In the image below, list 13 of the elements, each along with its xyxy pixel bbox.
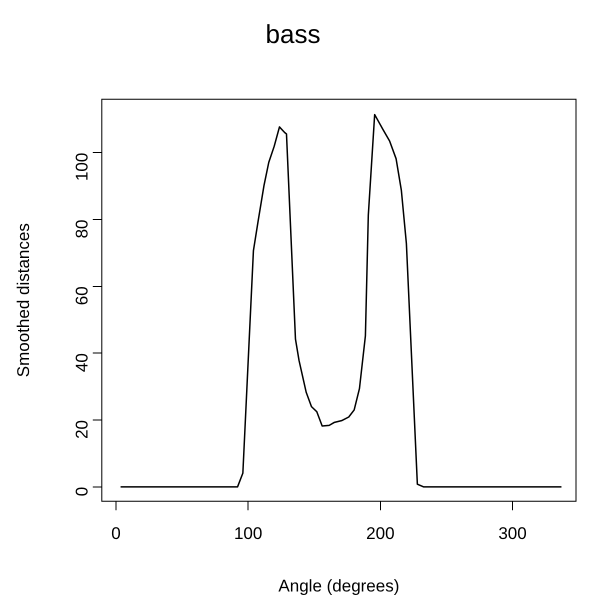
x-tick-label: 0 (111, 524, 121, 544)
chart-title: bass (266, 18, 320, 49)
x-tick-label: 300 (498, 524, 527, 544)
y-tick-label: 20 (72, 420, 92, 439)
x-tick-label: 200 (366, 524, 395, 544)
y-tick-label: 40 (72, 353, 92, 372)
y-tick-label: 60 (72, 286, 92, 306)
x-axis-title: Angle (degrees) (278, 576, 400, 596)
y-axis-title: Smoothed distances (14, 223, 33, 378)
y-tick-label: 0 (72, 486, 92, 496)
x-tick-label: 100 (234, 524, 262, 544)
y-tick-label: 100 (72, 152, 92, 182)
y-tick-label: 80 (72, 220, 92, 238)
